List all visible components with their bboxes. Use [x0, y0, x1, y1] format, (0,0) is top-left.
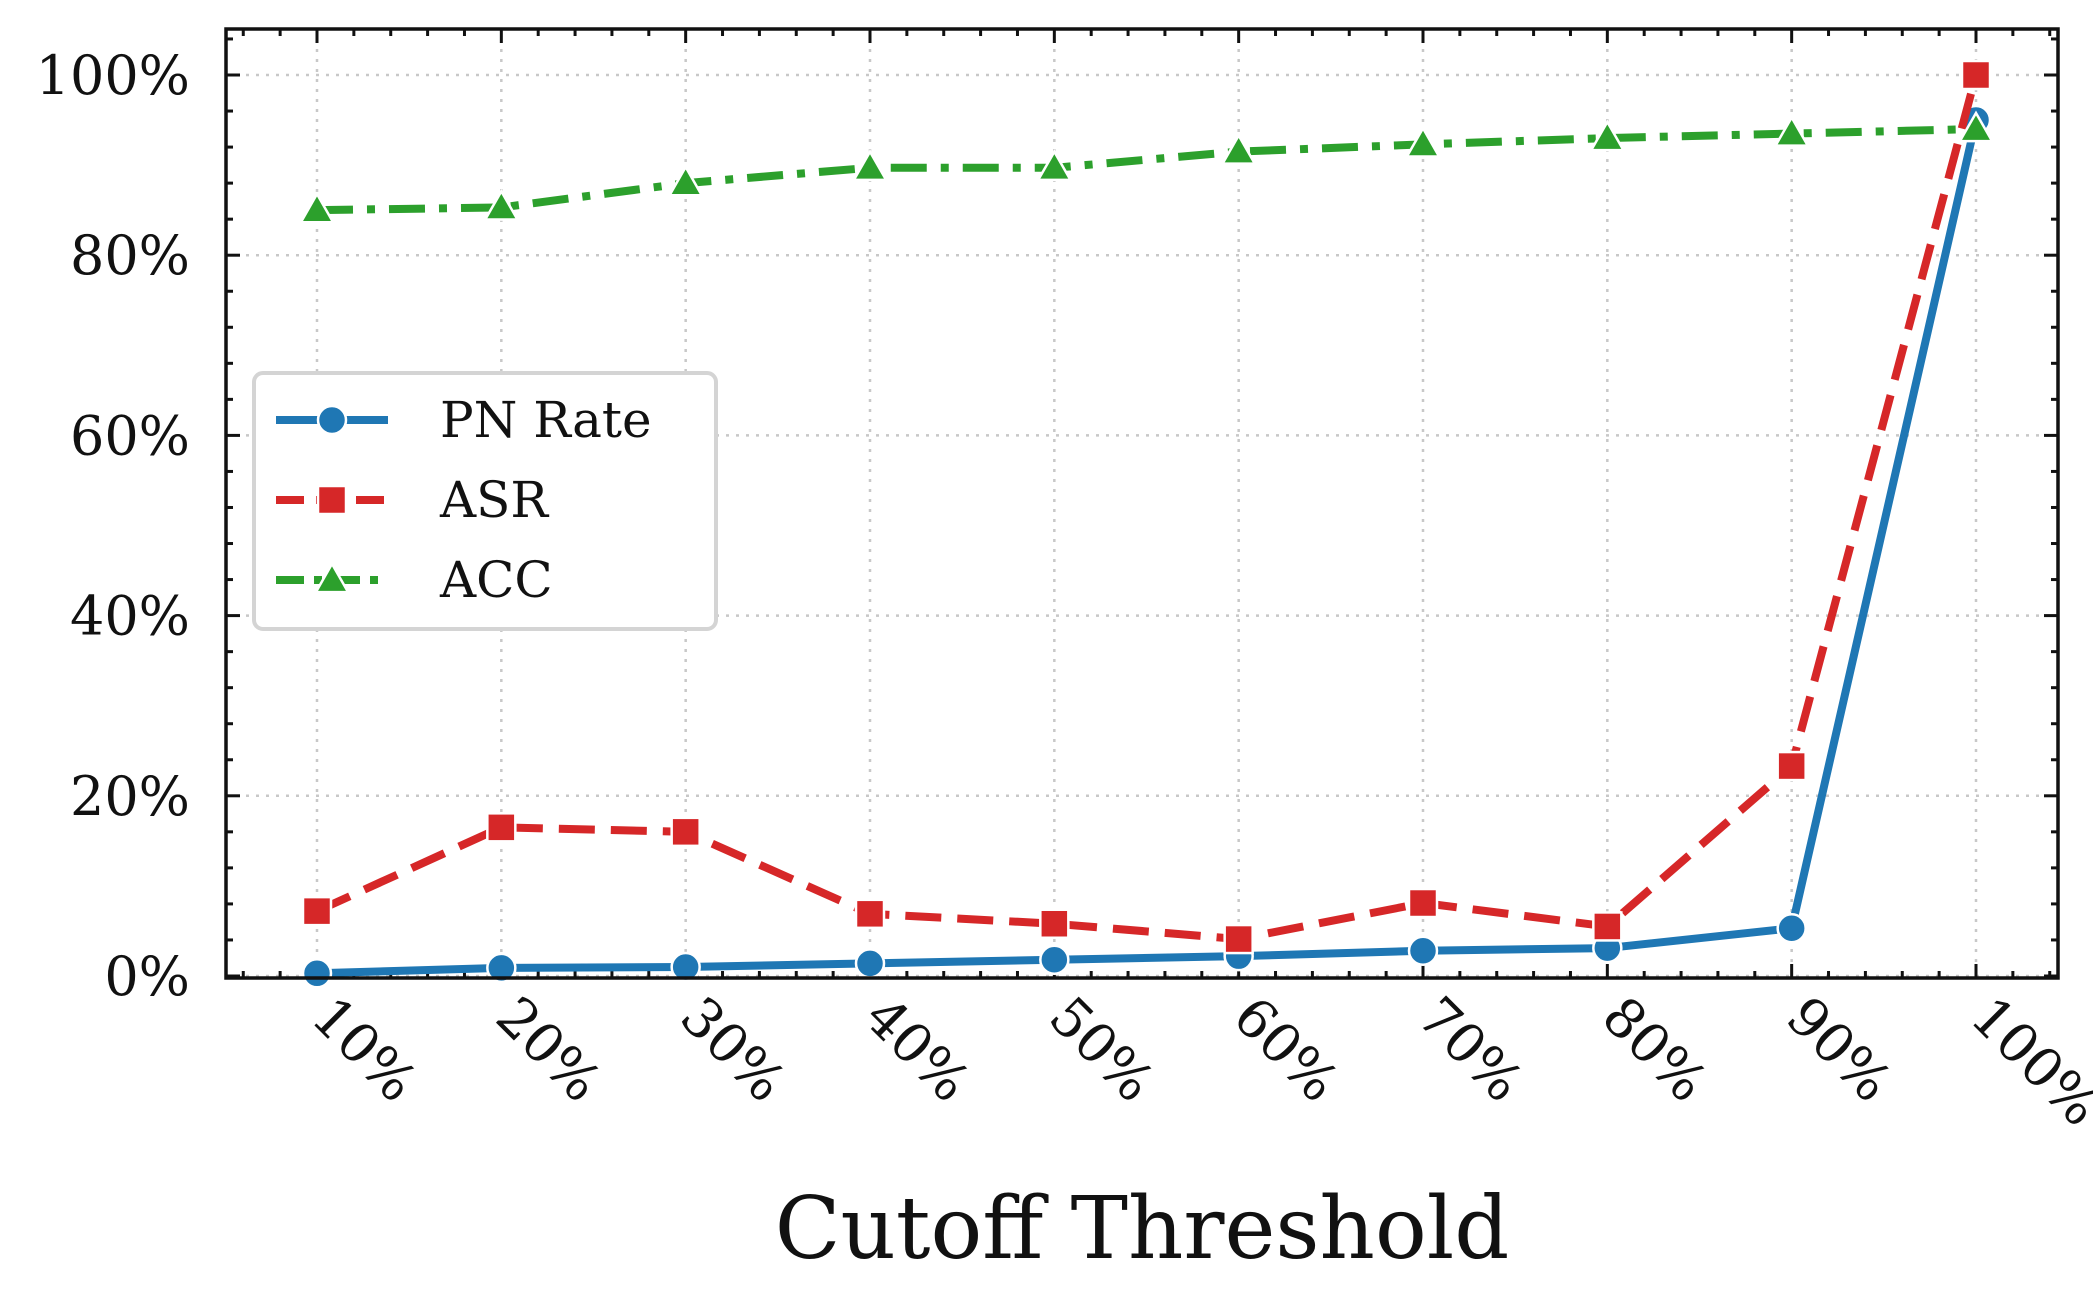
y-tick-label: 80%: [70, 224, 190, 287]
legend-label-asr: ASR: [439, 471, 549, 529]
x-tick-label: 70%: [1406, 985, 1535, 1114]
data-point-asr: [854, 898, 886, 930]
y-tick-label: 60%: [70, 404, 190, 467]
data-point-asr: [1592, 911, 1623, 942]
data-point-asr: [1223, 923, 1254, 955]
y-tick-labels: 0% 20% 40% 60% 80% 100%: [36, 44, 190, 1008]
data-point-pn-rate: [301, 958, 333, 989]
data-point-pn-rate: [1039, 944, 1070, 976]
data-point-acc: [483, 188, 520, 221]
data-point-acc: [298, 191, 336, 224]
y-tick-label: 40%: [70, 585, 190, 648]
data-point-asr: [1407, 887, 1439, 919]
data-point-asr: [486, 812, 517, 843]
y-tick-label: 0%: [104, 945, 190, 1008]
legend-marker-pn-rate: [316, 404, 348, 436]
x-axis-title: Cutoff Threshold: [775, 1179, 1510, 1279]
x-tick-label: 50%: [1037, 985, 1166, 1114]
x-tick-label: 30%: [668, 985, 797, 1114]
data-point-acc: [1957, 110, 1995, 143]
legend-label-pn-rate: PN Rate: [440, 391, 652, 449]
series-line-asr: [315, 73, 1980, 944]
data-point-acc: [1589, 119, 1626, 152]
data-point-pn-rate: [1776, 912, 1807, 944]
x-tick-labels: 10% 20% 30% 40% 50% 60% 70% 80% 90% 100%: [300, 985, 2093, 1139]
plot-frame: [224, 27, 2060, 980]
data-point-asr: [301, 895, 333, 927]
data-point-acc: [1773, 114, 1810, 147]
legend: PN Rate ASR ACC: [252, 371, 718, 631]
series-asr: [301, 59, 1992, 955]
x-tick-label: 60%: [1221, 985, 1350, 1114]
data-point-acc: [667, 164, 704, 197]
data-point-acc: [851, 149, 889, 182]
y-tick-label: 100%: [36, 44, 190, 107]
x-tick-label: 100%: [1959, 985, 2093, 1139]
data-point-acc: [1404, 125, 1442, 158]
data-point-pn-rate: [486, 952, 517, 984]
x-tick-label: 20%: [484, 985, 613, 1114]
x-tick-label: 80%: [1590, 985, 1719, 1114]
data-point-asr: [670, 816, 701, 848]
data-point-asr: [1960, 59, 1992, 91]
series-acc: [298, 110, 1995, 224]
legend-marker-acc: [313, 561, 351, 594]
legend-box: [252, 371, 718, 631]
data-point-acc: [1036, 149, 1073, 182]
y-tick-label: 20%: [70, 765, 190, 828]
series-line-pn-rate: [316, 119, 1980, 978]
data-series: [298, 59, 1995, 989]
x-tick-label: 90%: [1774, 985, 1903, 1114]
x-tick-label: 10%: [300, 985, 429, 1114]
data-point-asr: [1039, 908, 1070, 939]
data-point-acc: [1220, 132, 1257, 165]
data-point-pn-rate: [670, 951, 701, 983]
data-point-asr: [1776, 750, 1807, 782]
data-point-pn-rate: [1407, 935, 1439, 967]
legend-marker-asr: [316, 484, 348, 516]
x-tick-label: 40%: [853, 985, 982, 1114]
series-line-acc: [316, 125, 1977, 215]
data-point-pn-rate: [854, 948, 886, 979]
legend-label-acc: ACC: [439, 551, 553, 609]
